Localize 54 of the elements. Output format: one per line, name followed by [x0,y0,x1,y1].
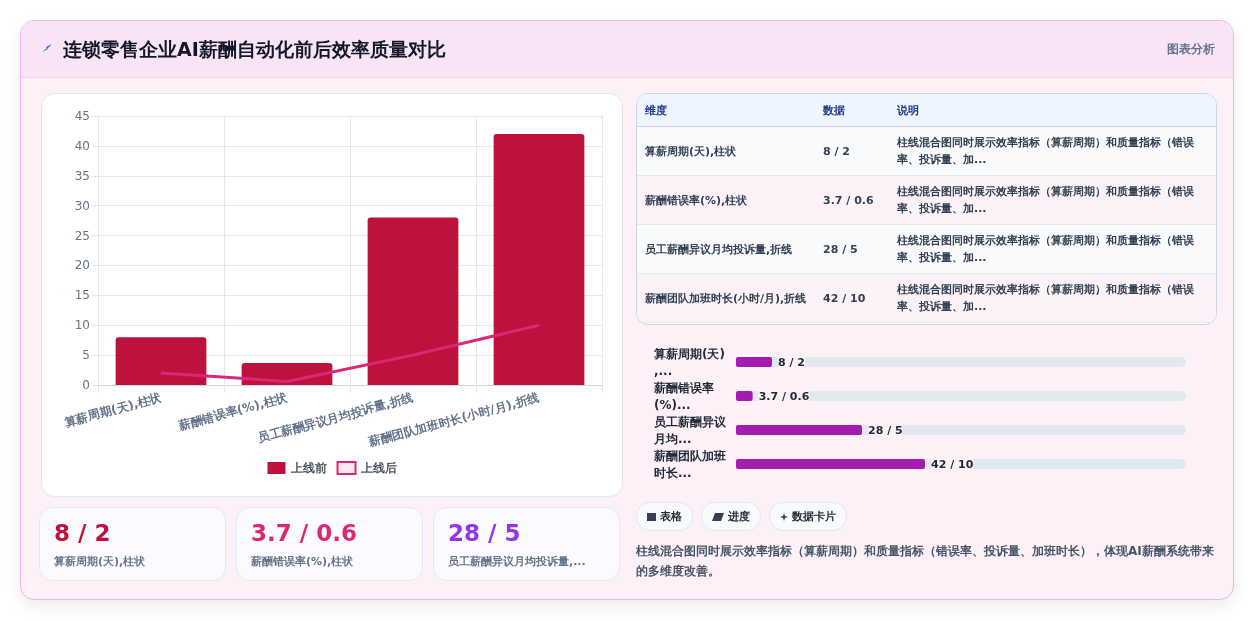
data-label: 8 / 2 [778,355,805,369]
bar [493,133,585,385]
text: 28 / 5 [823,242,858,256]
y-tick-label: 5 [82,348,90,363]
text: 表格 [660,509,682,524]
text: 员工薪酬异议月均投诉量,折线 [645,242,793,256]
data-label: 28 / 5 [868,423,903,437]
y-tick-label: 25 [74,228,90,243]
chart-title: 连锁零售企业AI薪酬自动化前后效率质量对比 [63,37,446,62]
text: 柱线混合图同时展示效率指标（算薪周期）和质量指标（错误率、投诉量、加班时长），体现AI薪酬系统带来的多维度改善。 [636,543,1215,580]
y-tick-label: 40 [74,138,90,153]
bar [736,391,753,401]
y-tick-label: 45 [74,109,90,123]
y-tick-label: 20 [74,258,90,273]
text: 8 / 2 [54,520,111,546]
text: 3.7 / 0.6 [251,520,357,546]
data-label: 3.7 / 0.6 [758,389,810,403]
legend-label: 上线后 [359,461,397,475]
y-tick-label: 15 [74,288,90,303]
text: 柱线混合图同时展示效率指标（算薪周期）和质量指标（错误率、投诉量、加... [897,283,1194,313]
y-tick-label: 10 [74,318,90,333]
category-label: 员工薪酬异议月均投诉量,... [448,554,586,569]
text: 薪酬团队加班时长(小时/月),折线 [645,291,807,305]
y-tick-label: 算薪周期(天),... [653,346,725,378]
category-label: 说明 [889,94,1216,127]
text: 8 / 2 [823,144,850,158]
x-tick-label: 算薪周期(天),柱状 [62,389,164,430]
y-tick-label: 0 [82,378,90,392]
data-label: 42 / 10 [931,457,974,471]
text: 薪酬错误率(%),柱状 [645,193,748,207]
text: 柱线混合图同时展示效率指标（算薪周期）和质量指标（错误率、投诉量、加... [897,185,1194,215]
y-tick-label: 员工薪酬异议月均... [653,414,727,446]
y-tick-label: 薪酬错误率(%)... [653,380,714,412]
text: 28 / 5 [448,520,521,546]
category-label: 算薪周期(天),柱状 [54,554,146,569]
category-label: 数据 [815,94,889,127]
bar [115,337,207,385]
text: 数据卡片 [792,509,836,524]
text: 柱线混合图同时展示效率指标（算薪周期）和质量指标（错误率、投诉量、加... [897,234,1194,264]
category-label: 薪酬错误率(%),柱状 [251,554,354,569]
text: 进度 [728,509,750,524]
bar [736,357,772,367]
category-label: 维度 [637,94,815,127]
y-tick-label: 30 [74,198,90,213]
text: 3.7 / 0.6 [823,193,874,207]
line-series [159,323,541,383]
text: 柱线混合图同时展示效率指标（算薪周期）和质量指标（错误率、投诉量、加... [897,136,1194,166]
text: 42 / 10 [823,291,866,305]
bar [367,217,459,385]
legend-label: 上线前 [289,461,327,475]
y-tick-label: 35 [74,168,90,183]
y-tick-label: 薪酬团队加班时长... [653,448,726,480]
text: 算薪周期(天),柱状 [645,144,737,158]
text: 图表分析 [1167,41,1215,58]
